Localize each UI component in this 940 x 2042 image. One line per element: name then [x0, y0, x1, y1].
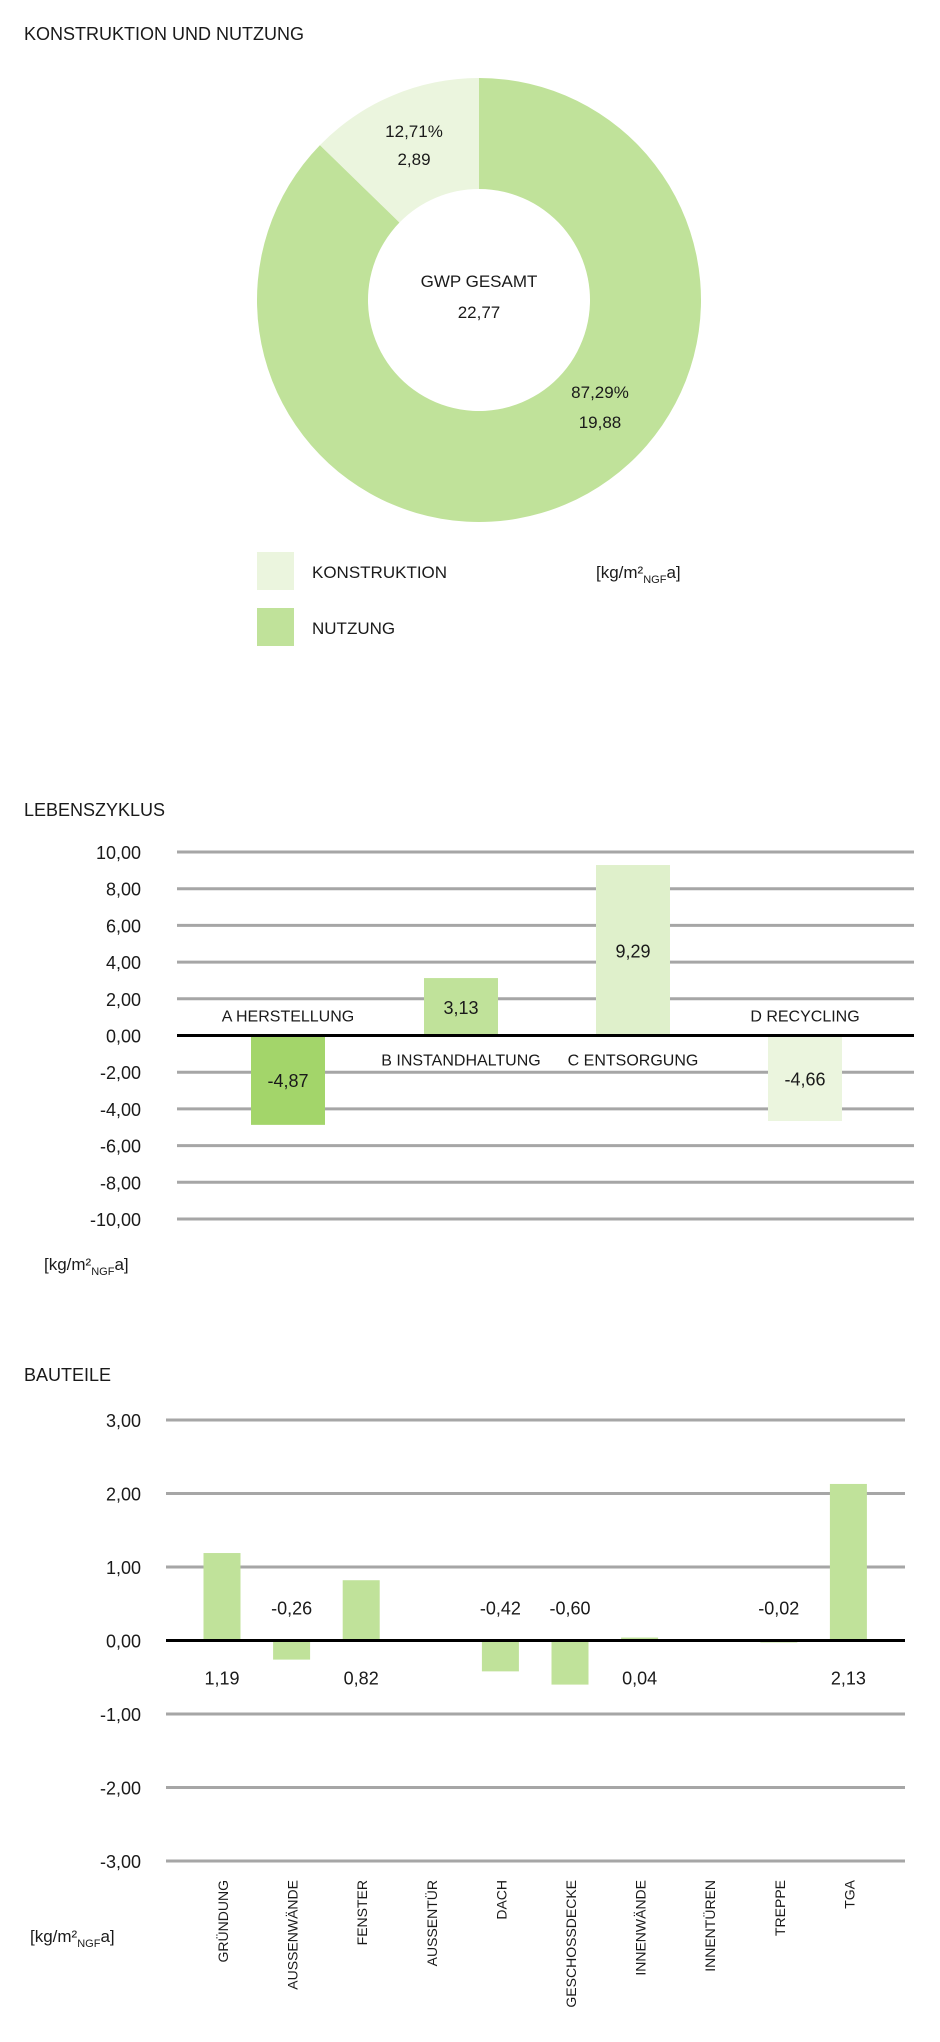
y-tick-label: -6,00: [100, 1137, 141, 1157]
y-tick-label: -4,00: [100, 1100, 141, 1120]
bar: [251, 1035, 325, 1125]
category-label: TGA: [841, 1879, 857, 1908]
y-tick-label: -10,00: [90, 1210, 141, 1230]
category-label: GRÜNDUNG: [214, 1880, 231, 1962]
components-chart: 3,00 2,00 1,00 0,00 -1,00 -2,00 -3,00 1,19 GRÜND…: [100, 1411, 905, 2008]
category-label: TREPPE: [772, 1880, 788, 1936]
category-label: INNENTÜREN: [701, 1880, 718, 1972]
y-tick-label: 2,00: [106, 1485, 141, 1505]
category-label: AUSSENWÄNDE: [285, 1880, 301, 1990]
y-tick-label: -2,00: [100, 1063, 141, 1083]
category-label: DACH: [493, 1880, 509, 1920]
donut-chart: [257, 78, 702, 522]
bar: [481, 1640, 519, 1672]
y-tick-label: 10,00: [96, 843, 141, 863]
y-tick-label: 2,00: [106, 990, 141, 1010]
y-tick-label: 3,00: [106, 1411, 141, 1431]
category-label: INNENWÄNDE: [633, 1880, 649, 1976]
category-label: C ENTSORGUNG: [568, 1053, 699, 1070]
y-tick-label: -3,00: [100, 1852, 141, 1872]
y-tick-label: -8,00: [100, 1173, 141, 1193]
bar-value-label: 0,82: [344, 1669, 379, 1689]
lifecycle-title: LEBENSZYKLUS: [24, 800, 165, 820]
bar: [424, 978, 498, 1036]
bar: [203, 1553, 241, 1641]
bar-value-label: 1,19: [204, 1669, 239, 1689]
bar: [342, 1580, 380, 1641]
donut-center-label: GWP GESAMT: [421, 272, 538, 291]
legend-swatch-konstruktion: [257, 552, 294, 590]
category-label: B INSTANDHALTUNG: [381, 1053, 540, 1070]
y-tick-label: 0,00: [106, 1027, 141, 1047]
slice-nutzung-value: 19,88: [579, 413, 622, 432]
bar-value-label: -4,87: [267, 1071, 308, 1091]
donut-title: KONSTRUKTION UND NUTZUNG: [24, 24, 304, 44]
bar: [829, 1483, 867, 1641]
bar: [596, 865, 670, 1036]
legend-swatch-nutzung: [257, 608, 294, 646]
bar-value-label: -0,26: [271, 1599, 312, 1619]
category-label: A HERSTELLUNG: [222, 1009, 354, 1026]
bar: [551, 1640, 589, 1685]
y-tick-label: -2,00: [100, 1779, 141, 1799]
components-title: BAUTEILE: [24, 1365, 111, 1385]
category-label: D RECYCLING: [750, 1009, 859, 1026]
slice-konstruktion: [319, 78, 479, 223]
bar-value-label: -0,42: [480, 1599, 521, 1619]
y-tick-label: -1,00: [100, 1705, 141, 1725]
bar-value-label: -4,66: [784, 1069, 825, 1089]
lifecycle-unit-label: [kg/m²NGFa]: [44, 1255, 129, 1278]
y-tick-label: 8,00: [106, 880, 141, 900]
category-label: AUSSENTÜR: [423, 1880, 440, 1966]
bar-value-label: 2,13: [831, 1669, 866, 1689]
y-tick-label: 1,00: [106, 1558, 141, 1578]
y-tick-label: 6,00: [106, 916, 141, 936]
slice-nutzung-percent: 87,29%: [571, 383, 629, 402]
slice-konstruktion-value: 2,89: [397, 150, 430, 169]
donut-center-value: 22,77: [458, 303, 501, 322]
legend-label-nutzung: NUTZUNG: [312, 619, 395, 638]
lifecycle-chart: 10,00 8,00 6,00 4,00 2,00 0,00 -2,00 -4,00 -6,00…: [90, 843, 914, 1230]
bar: [273, 1640, 311, 1660]
slice-konstruktion-percent: 12,71%: [385, 122, 443, 141]
slice-nutzung: [257, 78, 702, 522]
y-tick-label: 0,00: [106, 1632, 141, 1652]
donut-unit-label: [kg/m²NGFa]: [596, 563, 681, 586]
bar-value-label: 9,29: [615, 941, 650, 961]
bar-value-label: -0,02: [758, 1599, 799, 1619]
bar: [768, 1035, 842, 1122]
y-tick-label: 4,00: [106, 953, 141, 973]
components-unit-label: [kg/m²NGFa]: [30, 1927, 115, 1950]
bar-value-label: 3,13: [443, 998, 478, 1018]
category-label: GESCHOSSDECKE: [563, 1880, 579, 2008]
category-label: FENSTER: [354, 1880, 370, 1945]
bar-value-label: -0,60: [549, 1599, 590, 1619]
bar-value-label: 0,04: [622, 1669, 657, 1689]
legend-label-konstruktion: KONSTRUKTION: [312, 563, 447, 582]
